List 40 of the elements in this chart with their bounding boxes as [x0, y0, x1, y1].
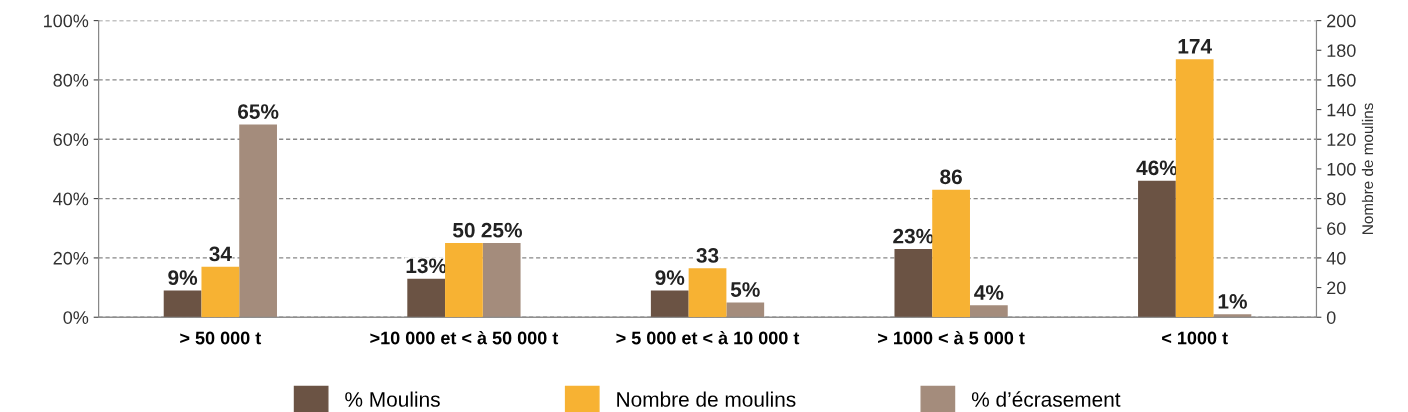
data-label: 4%: [974, 285, 1004, 300]
data-label: 33: [696, 248, 719, 263]
y2-axis-title: Nombre de moulins: [1361, 103, 1374, 234]
data-label: 9%: [168, 270, 198, 286]
y-tick-label: 0%: [63, 311, 89, 324]
y-tick-label: 80%: [53, 73, 89, 87]
y2-tick-label: 160: [1327, 73, 1356, 87]
data-label: 9%: [655, 270, 685, 286]
y2-tick-label: 40: [1326, 251, 1346, 265]
x-tick-label: > 5 000 et < à 10 000 t: [616, 330, 800, 345]
y2-tick-label: 60: [1327, 222, 1346, 235]
data-label: 25%: [481, 222, 522, 238]
x-tick-label: > 50 000 t: [180, 331, 262, 345]
y2-tick-label: 20: [1327, 281, 1346, 295]
legend-label: % Moulins: [345, 391, 440, 407]
data-label: 1%: [1218, 294, 1247, 309]
y2-tick-label: 180: [1327, 44, 1356, 57]
y-tick-label: 20%: [53, 251, 89, 265]
y2-tick-label: 0: [1326, 311, 1336, 324]
y2-tick-label: 100: [1327, 162, 1356, 176]
data-label: 86: [940, 169, 962, 185]
y-tick-label: 40%: [53, 192, 89, 206]
legend-label: % d’écrasement: [971, 391, 1121, 407]
data-label: 50: [452, 222, 475, 238]
legend-label: Nombre de moulins: [617, 391, 796, 407]
x-tick-label: < 1000 t: [1162, 331, 1228, 345]
y2-tick-label: 200: [1327, 14, 1356, 28]
x-tick-label: > 1000 < à 5 000 t: [878, 330, 1025, 345]
data-label: 5%: [730, 282, 760, 297]
bar: [1213, 314, 1252, 318]
y2-tick-label: 140: [1327, 103, 1356, 117]
y2-tick-label: 80: [1326, 192, 1346, 206]
y-tick-label: 60%: [53, 133, 89, 146]
y2-tick-label: 120: [1327, 133, 1356, 146]
x-tick-label: >10 000 et < à 50 000 t: [370, 330, 559, 345]
data-label: 65%: [238, 104, 279, 119]
data-label: 174: [1178, 39, 1212, 54]
data-label: 46%: [1136, 160, 1178, 176]
y-tick-label: 100%: [44, 14, 89, 28]
data-label: 34: [209, 246, 232, 262]
